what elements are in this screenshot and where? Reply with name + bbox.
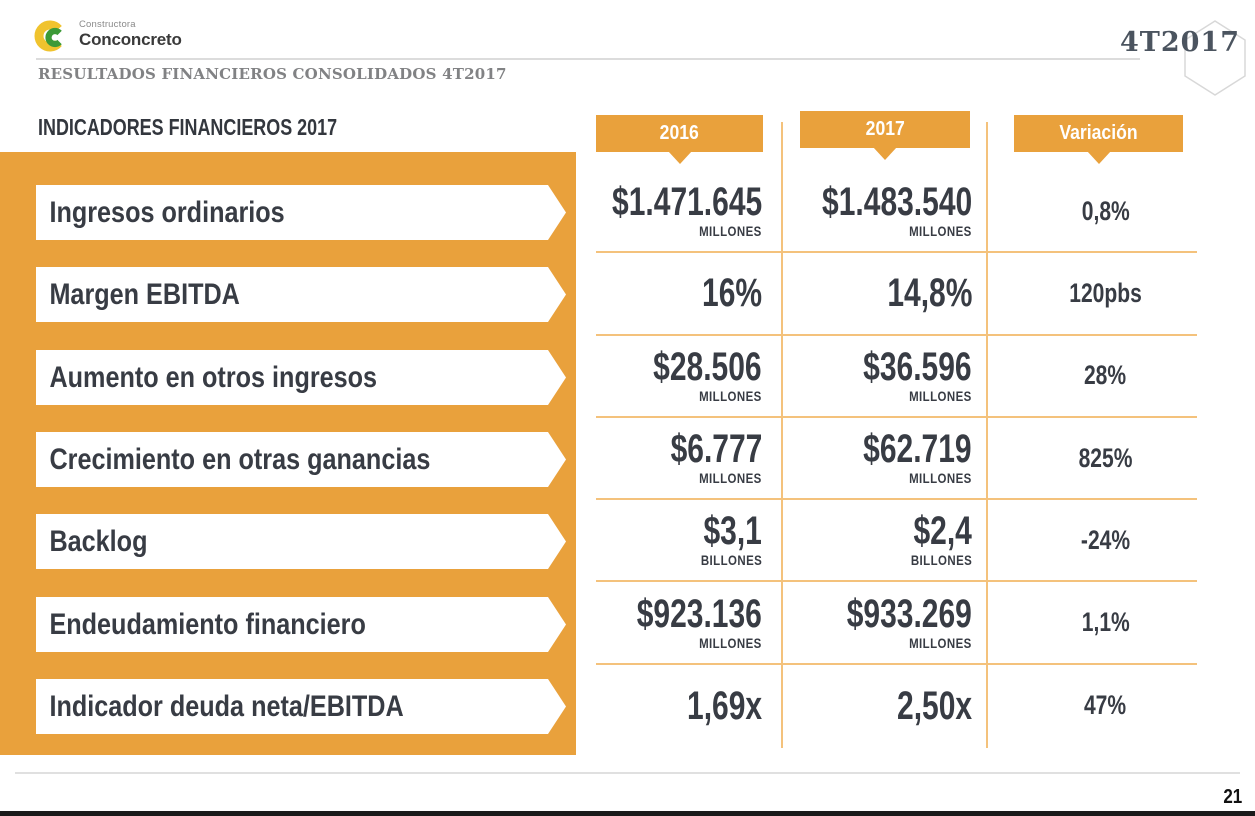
value-2017: 2,50x [896,683,972,728]
column-divider [986,122,988,748]
value-variation: 120pbs [1069,277,1142,308]
table-row: $28.506 MILLONES $36.596 MILLONES 28% [596,336,1197,418]
indicator-label: Aumento en otros ingresos [49,360,378,394]
value-2016: $1.471.645 MILLONES [611,180,762,240]
tab-pointer-icon [1086,151,1111,164]
column-header-label: Variación [1059,122,1138,144]
value-variation: 28% [1084,360,1127,391]
table-row: $923.136 MILLONES $933.269 MILLONES 1,1% [596,582,1197,665]
value-unit: BILLONES [910,553,972,569]
indicator-panel: Ingresos ordinarios Margen EBITDA Aument… [0,152,576,755]
value-unit: BILLONES [700,553,762,569]
value-unit: MILLONES [699,635,762,651]
indicator-label: Indicador deuda neta/EBITDA [49,689,404,723]
value-variation: -24% [1080,524,1131,555]
page-title: INDICADORES FINANCIEROS 2017 [38,114,338,140]
value-unit: MILLONES [699,471,762,487]
table-row: $3,1 BILLONES $2,4 BILLONES -24% [596,500,1197,583]
value-unit: MILLONES [909,224,972,240]
footer-divider [15,772,1240,774]
value-unit: MILLONES [909,635,972,651]
value-2016: $923.136 MILLONES [636,591,762,651]
value-2016: $3,1 BILLONES [700,509,762,569]
column-header-2016: 2016 [596,115,763,164]
logo-text-top: Constructora [79,19,136,30]
page-number: 21 [1223,786,1242,808]
value-unit: MILLONES [699,224,762,240]
value-2017: $933.269 MILLONES [846,591,972,651]
column-header-label: 2017 [865,118,905,140]
value-2017: 14,8% [886,271,972,316]
column-header-2017: 2017 [800,111,970,160]
column-header-label: 2016 [659,122,700,144]
value-2017: $1.483.540 MILLONES [821,180,972,240]
logo-text-bottom: Conconcreto [79,29,182,49]
value-2017: $2,4 BILLONES [910,509,972,569]
company-logo: Constructora Conconcreto [33,18,182,54]
table-row: 1,69x 2,50x 47% [596,665,1197,747]
indicator-label: Ingresos ordinarios [49,195,285,229]
value-unit: MILLONES [909,471,972,487]
indicator-label: Endeudamiento financiero [49,607,366,641]
footer-bar [0,811,1255,816]
indicator-label-bar: Backlog [36,514,566,569]
quarter-badge: 4T2017 [1119,27,1240,58]
value-2016: $6.777 MILLONES [670,427,762,487]
value-unit: MILLONES [699,388,762,404]
table-row: $6.777 MILLONES $62.719 MILLONES 825% [596,418,1197,501]
indicator-label-bar: Crecimiento en otras ganancias [36,432,566,487]
indicator-label-bar: Margen EBITDA [36,267,566,322]
value-2016: 16% [701,271,762,316]
table-row: $1.471.645 MILLONES $1.483.540 MILLONES 0,… [596,171,1197,254]
hexagon-badge-icon [1184,20,1246,96]
value-2016: $28.506 MILLONES [653,344,762,404]
value-variation: 47% [1084,690,1127,721]
indicator-label: Margen EBITDA [49,277,240,311]
column-divider [781,122,783,748]
value-unit: MILLONES [909,388,972,404]
indicator-label: Backlog [49,524,148,558]
value-variation: 1,1% [1081,607,1130,638]
value-2017: $62.719 MILLONES [863,427,972,487]
slide-subtitle: RESULTADOS FINANCIEROS CONSOLIDADOS 4T20… [38,65,507,83]
indicator-label: Crecimiento en otras ganancias [49,442,431,476]
conconcreto-logo-icon [34,20,62,52]
indicator-label-bar: Indicador deuda neta/EBITDA [36,679,566,734]
column-header-variacion: Variación [1014,115,1183,164]
value-variation: 0,8% [1081,195,1130,226]
tab-pointer-icon [873,147,897,160]
values-table: $1.471.645 MILLONES $1.483.540 MILLONES 0,… [596,171,1197,747]
indicator-label-bar: Aumento en otros ingresos [36,350,566,405]
tab-pointer-icon [667,151,692,164]
value-variation: 825% [1078,442,1133,473]
indicator-label-bar: Ingresos ordinarios [36,185,566,240]
indicator-label-bar: Endeudamiento financiero [36,597,566,652]
value-2017: $36.596 MILLONES [863,344,972,404]
header-divider [36,58,1140,60]
value-2016: 1,69x [686,683,762,728]
logo-text: Constructora Conconcreto [79,20,182,48]
table-row: 16% 14,8% 120pbs [596,253,1197,336]
